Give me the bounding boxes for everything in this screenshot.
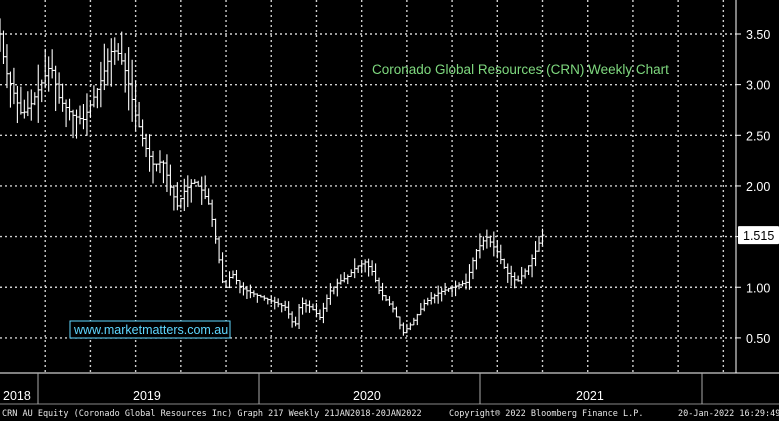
x-tick-label: 2018 [3,389,31,403]
footer-right: 20-Jan-2022 16:29:49 [678,409,779,419]
chart-title: Coronado Global Resources (CRN) Weekly C… [372,62,669,77]
x-tick-label: 2020 [353,389,381,403]
y-tick-label: 1.00 [746,281,770,295]
y-tick-label: 0.50 [746,332,770,346]
y-tick-label: 2.50 [746,129,770,143]
y-tick-label: 3.50 [746,28,770,42]
watermark-box [69,320,231,339]
footer-left: CRN AU Equity (Coronado Global Resources… [2,409,422,419]
x-tick-label: 2019 [133,389,161,403]
y-tick-label: 2.00 [746,180,770,194]
y-tick-label: 3.00 [746,79,770,93]
x-tick-label: 2021 [576,389,604,403]
price-series [0,18,545,336]
footer-center: Copyright® 2022 Bloomberg Finance L.P. [449,409,644,419]
watermark-text: www.marketmatters.com.au [73,323,228,337]
last-price-tag [738,226,779,245]
last-price-label: 1.515 [743,229,774,243]
